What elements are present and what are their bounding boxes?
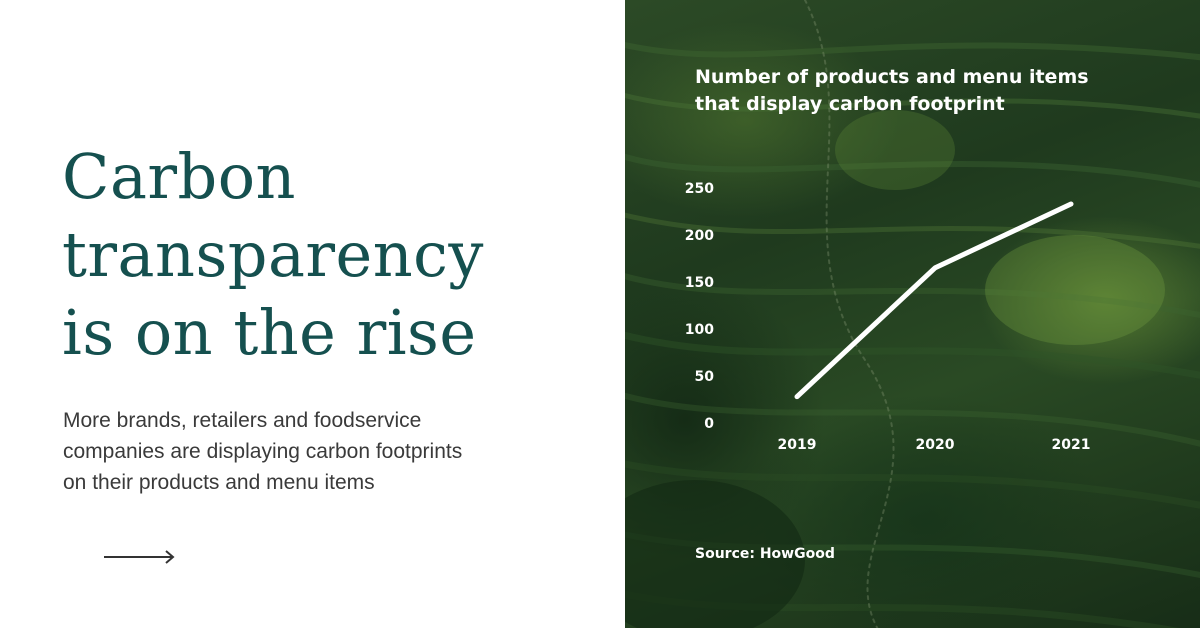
subtext-line: on their products and menu items bbox=[63, 471, 375, 494]
chart-title-line: that display carbon footprint bbox=[695, 93, 1005, 115]
series-line bbox=[794, 201, 1074, 400]
y-tick-label: 0 bbox=[704, 416, 714, 432]
chart-source: Source: HowGood bbox=[695, 546, 835, 562]
y-tick-label: 200 bbox=[685, 228, 714, 244]
subtext-line: More brands, retailers and foodservice bbox=[63, 409, 422, 432]
arrow-right-icon[interactable] bbox=[104, 547, 176, 567]
y-tick-label: 150 bbox=[685, 275, 714, 291]
rice-terrace-background bbox=[625, 0, 1200, 628]
x-tick-label: 2020 bbox=[916, 437, 955, 453]
headline-line: transparency bbox=[62, 218, 484, 291]
y-tick-label: 50 bbox=[695, 369, 715, 385]
left-panel: Carbon transparency is on the rise More … bbox=[62, 138, 602, 567]
headline-line: Carbon bbox=[62, 140, 296, 213]
x-tick-label: 2021 bbox=[1052, 437, 1091, 453]
chart-panel: Number of products and menu items that d… bbox=[625, 0, 1200, 628]
subtext-line: companies are displaying carbon footprin… bbox=[63, 440, 463, 463]
x-tick-label: 2019 bbox=[778, 437, 817, 453]
y-tick-label: 100 bbox=[685, 322, 714, 338]
subtext: More brands, retailers and foodservice c… bbox=[63, 405, 593, 498]
headline: Carbon transparency is on the rise bbox=[62, 138, 602, 372]
y-tick-label: 250 bbox=[685, 181, 714, 197]
headline-line: is on the rise bbox=[62, 296, 477, 369]
chart-title: Number of products and menu items that d… bbox=[695, 64, 1175, 118]
chart-title-line: Number of products and menu items bbox=[695, 66, 1089, 88]
line-chart: 250 200 150 100 50 0 2019 2020 2021 bbox=[685, 181, 1091, 453]
